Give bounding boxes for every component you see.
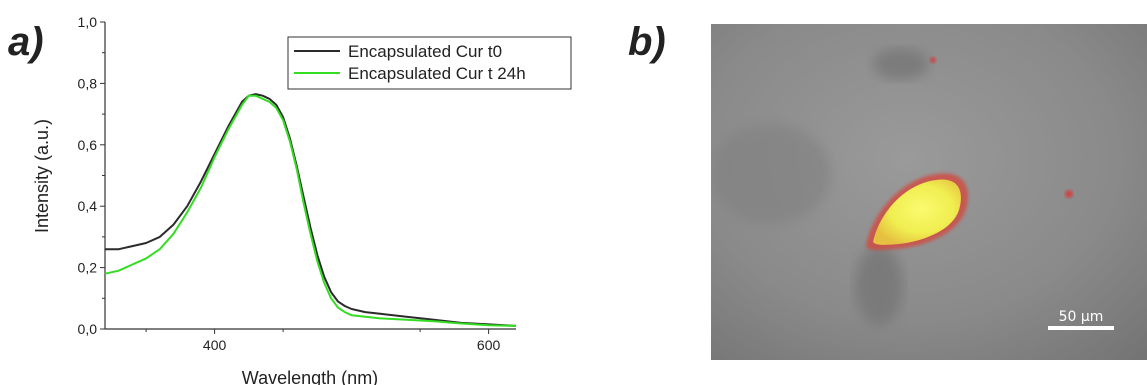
x-axis-label: Wavelength (nm) <box>242 368 378 385</box>
legend-box <box>287 36 572 90</box>
cell-shadow-top <box>873 48 929 80</box>
legend-label-1: Encapsulated Cur t0 <box>348 42 502 61</box>
fluorescence-micrograph: 50 μm <box>711 24 1147 360</box>
y-tick-label: 0,8 <box>78 75 98 91</box>
y-tick-label: 0,0 <box>78 321 98 337</box>
y-axis-label: Intensity (a.u.) <box>32 119 52 233</box>
panel-b-label: b) <box>628 20 666 64</box>
chart-legend: Encapsulated Cur t0 Encapsulated Cur t 24… <box>287 36 572 90</box>
spectrum-chart: 0,0 0,2 0,4 0,6 0,8 1,0 400 600 Encapsulated Cu… <box>32 14 572 385</box>
series-line-1 <box>105 93 517 327</box>
red-speck <box>930 57 936 63</box>
scale-bar-label: 50 μm <box>1059 309 1104 325</box>
panel-a-label: a) <box>8 20 44 64</box>
y-tick-label: 1,0 <box>78 14 98 30</box>
y-tick-label: 0,6 <box>78 137 98 153</box>
y-tick-label: 0,2 <box>78 260 98 276</box>
x-tick-label: 400 <box>203 337 227 353</box>
fluorescent-cell <box>873 179 961 245</box>
chart-ticks: 0,0 0,2 0,4 0,6 0,8 1,0 400 600 <box>78 14 501 353</box>
chart-series-layer <box>104 93 517 327</box>
cell-shadow-bottom <box>855 246 903 326</box>
micrograph-image: 50 μm <box>711 24 1147 360</box>
series-line-2 <box>104 94 517 327</box>
legend-label-2: Encapsulated Cur t 24h <box>348 64 526 83</box>
scale-bar <box>1048 326 1114 330</box>
y-tick-label: 0,4 <box>78 198 98 214</box>
background-blob <box>711 124 831 224</box>
red-speck <box>1065 190 1073 198</box>
x-tick-label: 600 <box>477 337 501 353</box>
